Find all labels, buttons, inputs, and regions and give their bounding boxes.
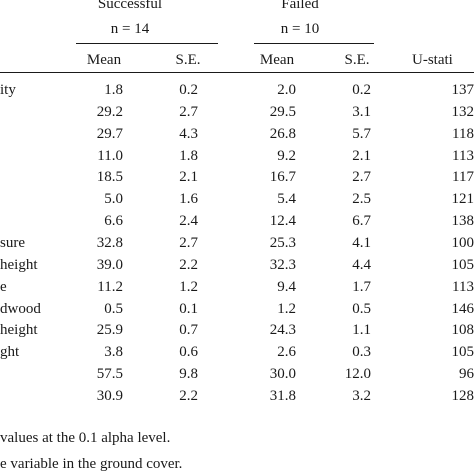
row-label: height <box>0 322 38 338</box>
table-cell: 25.3 <box>269 235 296 251</box>
table-cell: 5.7 <box>352 126 371 142</box>
group-underline-failed <box>254 43 374 44</box>
table-cell: 0.1 <box>179 301 198 317</box>
table-cell: 18.5 <box>96 169 123 185</box>
table-cell: 1.1 <box>352 322 371 338</box>
table-cell: 3.1 <box>352 104 371 120</box>
group-n-failed: n = 10 <box>280 21 320 37</box>
footnote-1: values at the 0.1 alpha level. <box>0 430 171 446</box>
table-cell: 5.0 <box>104 191 123 207</box>
table-cell: 3.2 <box>352 388 371 404</box>
table-cell: 0.6 <box>179 344 198 360</box>
table-cell: 30.9 <box>96 388 123 404</box>
table-cell: 108 <box>451 322 474 338</box>
table-cell: 1.8 <box>179 148 198 164</box>
group-header-successful: Successful <box>97 0 163 12</box>
table-cell: 2.1 <box>352 148 371 164</box>
table-cell: 0.2 <box>352 82 371 98</box>
table-cell: 29.5 <box>269 104 296 120</box>
row-label: sure <box>0 235 25 251</box>
column-header-u-statistic: U-stati <box>412 52 453 68</box>
table-cell: 29.2 <box>96 104 123 120</box>
table-cell: 121 <box>451 191 474 207</box>
table-cell: 30.0 <box>269 366 296 382</box>
group-underline-successful <box>76 43 218 44</box>
table-cell: 9.2 <box>277 148 296 164</box>
table-cell: 1.8 <box>104 82 123 98</box>
table-cell: 4.3 <box>179 126 198 142</box>
table-cell: 5.4 <box>277 191 296 207</box>
table-cell: 1.2 <box>179 279 198 295</box>
table-cell: 11.0 <box>97 148 123 164</box>
table-cell: 2.7 <box>352 169 371 185</box>
table-cell: 24.3 <box>269 322 296 338</box>
column-header-se-failed: S.E. <box>344 52 370 68</box>
table-cell: 12.4 <box>269 213 296 229</box>
row-label: ght <box>0 344 20 360</box>
table-cell: 138 <box>451 213 474 229</box>
table-cell: 2.7 <box>179 235 198 251</box>
table-cell: 118 <box>452 126 474 142</box>
header-rule <box>0 72 474 73</box>
table-cell: 0.5 <box>352 301 371 317</box>
table-cell: 31.8 <box>269 388 296 404</box>
footnote-2: e variable in the ground cover. <box>0 456 183 472</box>
table-cell: 2.2 <box>179 257 198 273</box>
table-cell: 1.6 <box>179 191 198 207</box>
table-cell: 32.8 <box>96 235 123 251</box>
table-cell: 0.2 <box>179 82 198 98</box>
table-cell: 113 <box>452 279 474 295</box>
table-cell: 29.7 <box>96 126 123 142</box>
table-cell: 146 <box>451 301 474 317</box>
table-cell: 137 <box>451 82 474 98</box>
column-header-mean-failed: Mean <box>259 52 295 68</box>
table-cell: 2.7 <box>179 104 198 120</box>
table-cell: 0.3 <box>352 344 371 360</box>
table-cell: 25.9 <box>96 322 123 338</box>
group-header-failed: Failed <box>281 0 319 12</box>
table-cell: 1.2 <box>277 301 296 317</box>
table-cell: 117 <box>452 169 474 185</box>
table-cell: 32.3 <box>269 257 296 273</box>
row-label: ity <box>0 82 16 98</box>
table-cell: 16.7 <box>269 169 296 185</box>
table-cell: 12.0 <box>344 366 371 382</box>
table-cell: 26.8 <box>269 126 296 142</box>
table-cell: 9.4 <box>277 279 296 295</box>
table-cell: 105 <box>451 344 474 360</box>
column-header-mean-successful: Mean <box>86 52 122 68</box>
row-label: height <box>0 257 38 273</box>
table-cell: 4.1 <box>352 235 371 251</box>
table-cell: 6.7 <box>352 213 371 229</box>
table-cell: 9.8 <box>179 366 198 382</box>
row-label: dwood <box>0 301 41 317</box>
column-header-se-successful: S.E. <box>175 52 201 68</box>
table-cell: 105 <box>451 257 474 273</box>
table-cell: 11.2 <box>97 279 123 295</box>
table-cell: 2.1 <box>179 169 198 185</box>
table-cell: 2.2 <box>179 388 198 404</box>
table-cell: 4.4 <box>352 257 371 273</box>
table-cell: 96 <box>459 366 474 382</box>
table-cell: 2.6 <box>277 344 296 360</box>
table-cell: 2.0 <box>277 82 296 98</box>
table-cell: 128 <box>451 388 474 404</box>
table-cell: 100 <box>451 235 474 251</box>
table-cell: 0.7 <box>179 322 198 338</box>
group-n-successful: n = 14 <box>110 21 150 37</box>
table-cell: 2.5 <box>352 191 371 207</box>
table-cell: 6.6 <box>104 213 123 229</box>
table-cell: 39.0 <box>96 257 123 273</box>
row-label: e <box>0 279 7 295</box>
table-cell: 132 <box>451 104 474 120</box>
table-cell: 3.8 <box>104 344 123 360</box>
table-cell: 113 <box>452 148 474 164</box>
table-cell: 57.5 <box>96 366 123 382</box>
table-cell: 0.5 <box>104 301 123 317</box>
table-cell: 1.7 <box>352 279 371 295</box>
table-cell: 2.4 <box>179 213 198 229</box>
